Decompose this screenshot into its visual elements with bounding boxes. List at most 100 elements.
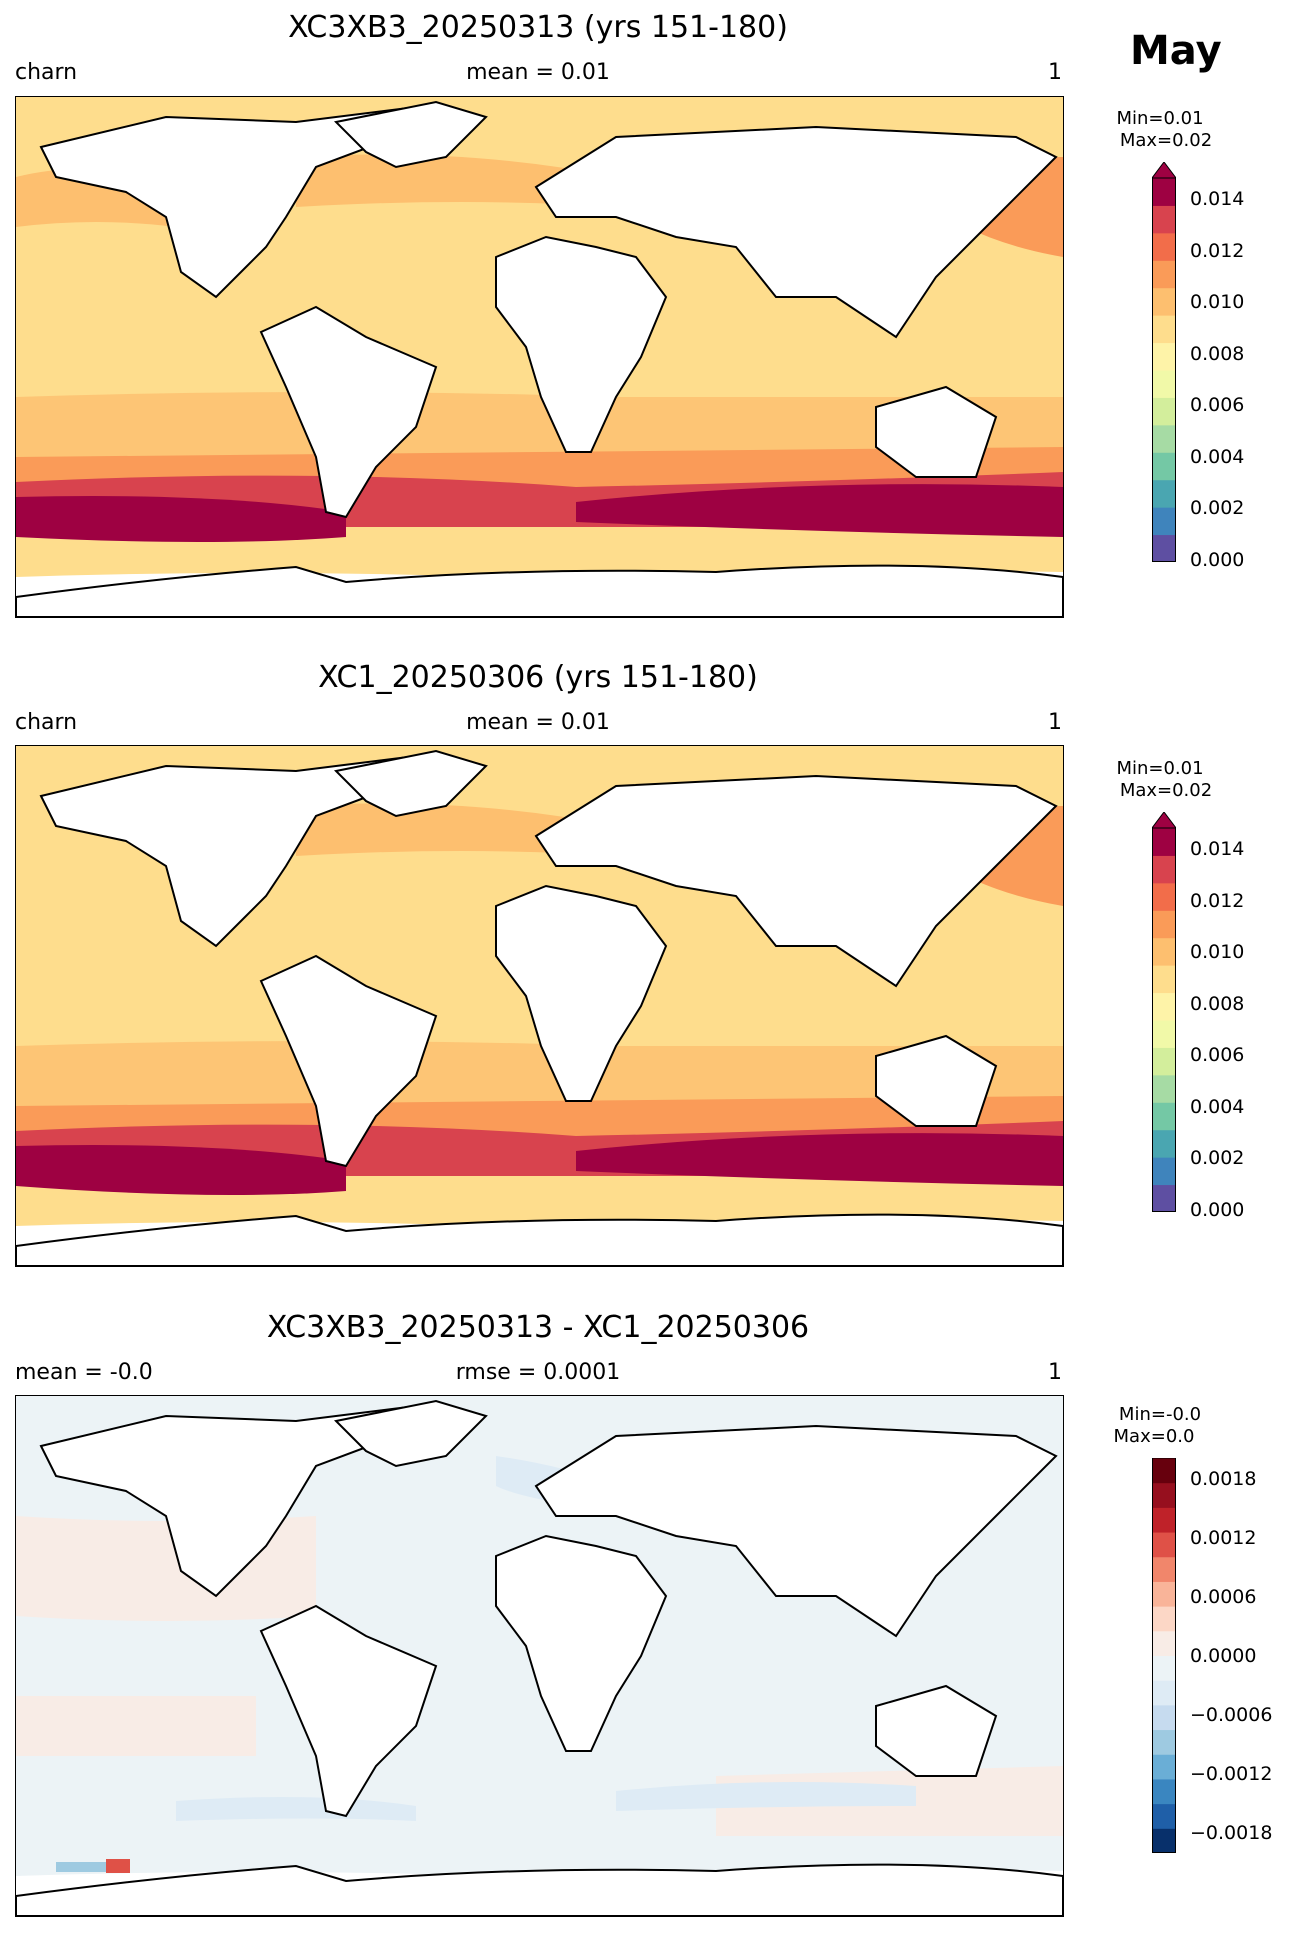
panel-title: XC3XB3_20250313 - XC1_20250306	[266, 1310, 810, 1345]
mean-label: mean = 0.01	[466, 60, 610, 85]
colorbar-tick-label: 0.000	[1190, 1198, 1245, 1221]
colorbar-swatch	[1152, 1655, 1176, 1681]
colorbar-tick-label: 0.010	[1190, 291, 1245, 313]
colorbar-swatch	[1152, 1754, 1176, 1780]
colorbar-swatches	[1151, 161, 1177, 563]
colorbar-tick-label: 0.000	[1190, 548, 1245, 571]
colorbar-tick-label: 0.008	[1190, 992, 1245, 1015]
colorbar-swatch	[1152, 1704, 1176, 1731]
level-label: 1	[1048, 1360, 1062, 1385]
colorbar-swatch	[1152, 1047, 1176, 1076]
colorbar-swatch	[1152, 1778, 1176, 1805]
colorbar-swatch	[1152, 992, 1176, 1021]
colorbar-tick-label: 0.012	[1190, 889, 1245, 912]
colorbar-swatch	[1152, 534, 1176, 563]
colorbar-swatch	[1152, 1606, 1176, 1632]
colorbar-swatch	[1152, 1556, 1176, 1582]
map-plot	[15, 745, 1064, 1267]
colorbar-swatch	[1152, 1482, 1176, 1508]
colorbar-swatch	[1152, 1129, 1176, 1158]
colorbar-swatch	[1152, 232, 1176, 261]
map-plot	[15, 1395, 1064, 1917]
min-label: Min=0.01	[1116, 758, 1204, 779]
colorbar-swatch	[1152, 855, 1176, 884]
colorbar-swatch	[1152, 424, 1176, 453]
colorbar-tick-label: 0.004	[1190, 445, 1245, 468]
colorbar-tick-label: −0.0018	[1190, 1822, 1273, 1844]
panel-title: XC3XB3_20250313 (yrs 151-180)	[288, 10, 788, 45]
colorbar-extend-arrow	[1151, 811, 1177, 829]
colorbar-swatch	[1152, 910, 1176, 939]
colorbar-tick-label: 0.008	[1190, 342, 1245, 365]
colorbar-frame	[1152, 827, 1176, 1212]
colorbar: 0.0018 0.0012 0.0006 0.0000 −0.0006 −0.0012 −0…	[1152, 1457, 1273, 1854]
mean-label: mean = -0.0	[15, 1360, 153, 1385]
colorbar-swatches	[1151, 811, 1177, 1213]
colorbar-swatch	[1152, 1729, 1176, 1755]
colorbar-swatch	[1152, 1803, 1176, 1829]
min-label: Min=0.01	[1116, 108, 1204, 129]
colorbar-swatch	[1152, 178, 1176, 206]
month-label: May	[1130, 28, 1222, 74]
colorbar-swatch	[1152, 882, 1176, 911]
colorbar-swatch	[1152, 1532, 1176, 1558]
colorbar-tick-label: 0.014	[1190, 188, 1245, 210]
colorbar-tick-label: 0.006	[1190, 394, 1245, 416]
colorbar-tick-label: 0.012	[1190, 239, 1245, 262]
colorbar-swatch	[1152, 507, 1176, 536]
colorbar-tick-label: 0.0018	[1190, 1468, 1257, 1490]
max-label: Max=0.0	[1113, 1426, 1195, 1447]
colorbar-swatch	[1152, 370, 1176, 398]
max-label: Max=0.02	[1119, 130, 1213, 151]
colorbar-frame	[1152, 177, 1176, 562]
colorbar-swatches	[1152, 1457, 1176, 1854]
colorbar-swatch	[1152, 479, 1176, 508]
colorbar: 0.014 0.012 0.010 0.008 0.006 0.004 0.002 0.000	[1151, 811, 1272, 1221]
colorbar-swatch	[1152, 1581, 1176, 1607]
colorbar-tick-label: 0.014	[1190, 838, 1245, 860]
colorbar-tick-label: −0.0012	[1190, 1763, 1273, 1785]
colorbar-tick-label: 0.010	[1190, 941, 1245, 963]
max-label: Max=0.02	[1119, 780, 1213, 801]
variable-label: charn	[15, 710, 78, 735]
colorbar-swatch	[1152, 1630, 1176, 1656]
colorbar-swatch	[1152, 315, 1176, 344]
colorbar-swatch	[1152, 1157, 1176, 1186]
colorbar-swatch	[1152, 205, 1176, 234]
colorbar-tick-label: 0.002	[1190, 1147, 1245, 1169]
colorbar-tick-label: 0.004	[1190, 1095, 1245, 1118]
colorbar-tick-label: 0.002	[1190, 497, 1245, 519]
colorbar-tick-label: 0.0000	[1190, 1645, 1257, 1667]
colorbar: 0.014 0.012 0.010 0.008 0.006 0.004 0.002 0.000	[1151, 161, 1272, 571]
level-label: 1	[1048, 60, 1062, 85]
colorbar-swatch	[1152, 937, 1176, 966]
variable-label: charn	[15, 60, 78, 85]
colorbar-swatch	[1152, 452, 1176, 481]
colorbar-tick-label: −0.0006	[1190, 1704, 1273, 1726]
colorbar-tick-label: 0.0006	[1190, 1586, 1257, 1608]
colorbar-swatch	[1152, 397, 1176, 426]
level-label: 1	[1048, 710, 1062, 735]
colorbar-swatch	[1152, 1020, 1176, 1048]
colorbar-extend-arrow	[1151, 161, 1177, 179]
min-label: Min=-0.0	[1118, 1404, 1202, 1425]
colorbar-swatch	[1152, 260, 1176, 289]
colorbar-swatch	[1152, 1680, 1176, 1706]
colorbar-swatch	[1152, 1458, 1176, 1484]
colorbar-swatch	[1152, 1074, 1176, 1103]
colorbar-swatch	[1152, 287, 1176, 316]
map-plot	[15, 96, 1064, 618]
colorbar-swatch	[1152, 342, 1176, 371]
colorbar-tick-label: 0.006	[1190, 1044, 1245, 1066]
colorbar-swatch	[1152, 1828, 1176, 1854]
colorbar-frame	[1152, 1457, 1176, 1853]
colorbar-swatch	[1152, 1102, 1176, 1131]
mean-label: mean = 0.01	[466, 710, 610, 735]
colorbar-tick-label: 0.0012	[1190, 1527, 1257, 1549]
rmse-label: rmse = 0.0001	[455, 1360, 621, 1385]
panel-title: XC1_20250306 (yrs 151-180)	[318, 660, 758, 695]
colorbar-swatch	[1152, 1507, 1176, 1533]
colorbar-swatch	[1152, 1184, 1176, 1213]
colorbar-swatch	[1152, 965, 1176, 994]
colorbar-swatch	[1152, 828, 1176, 856]
